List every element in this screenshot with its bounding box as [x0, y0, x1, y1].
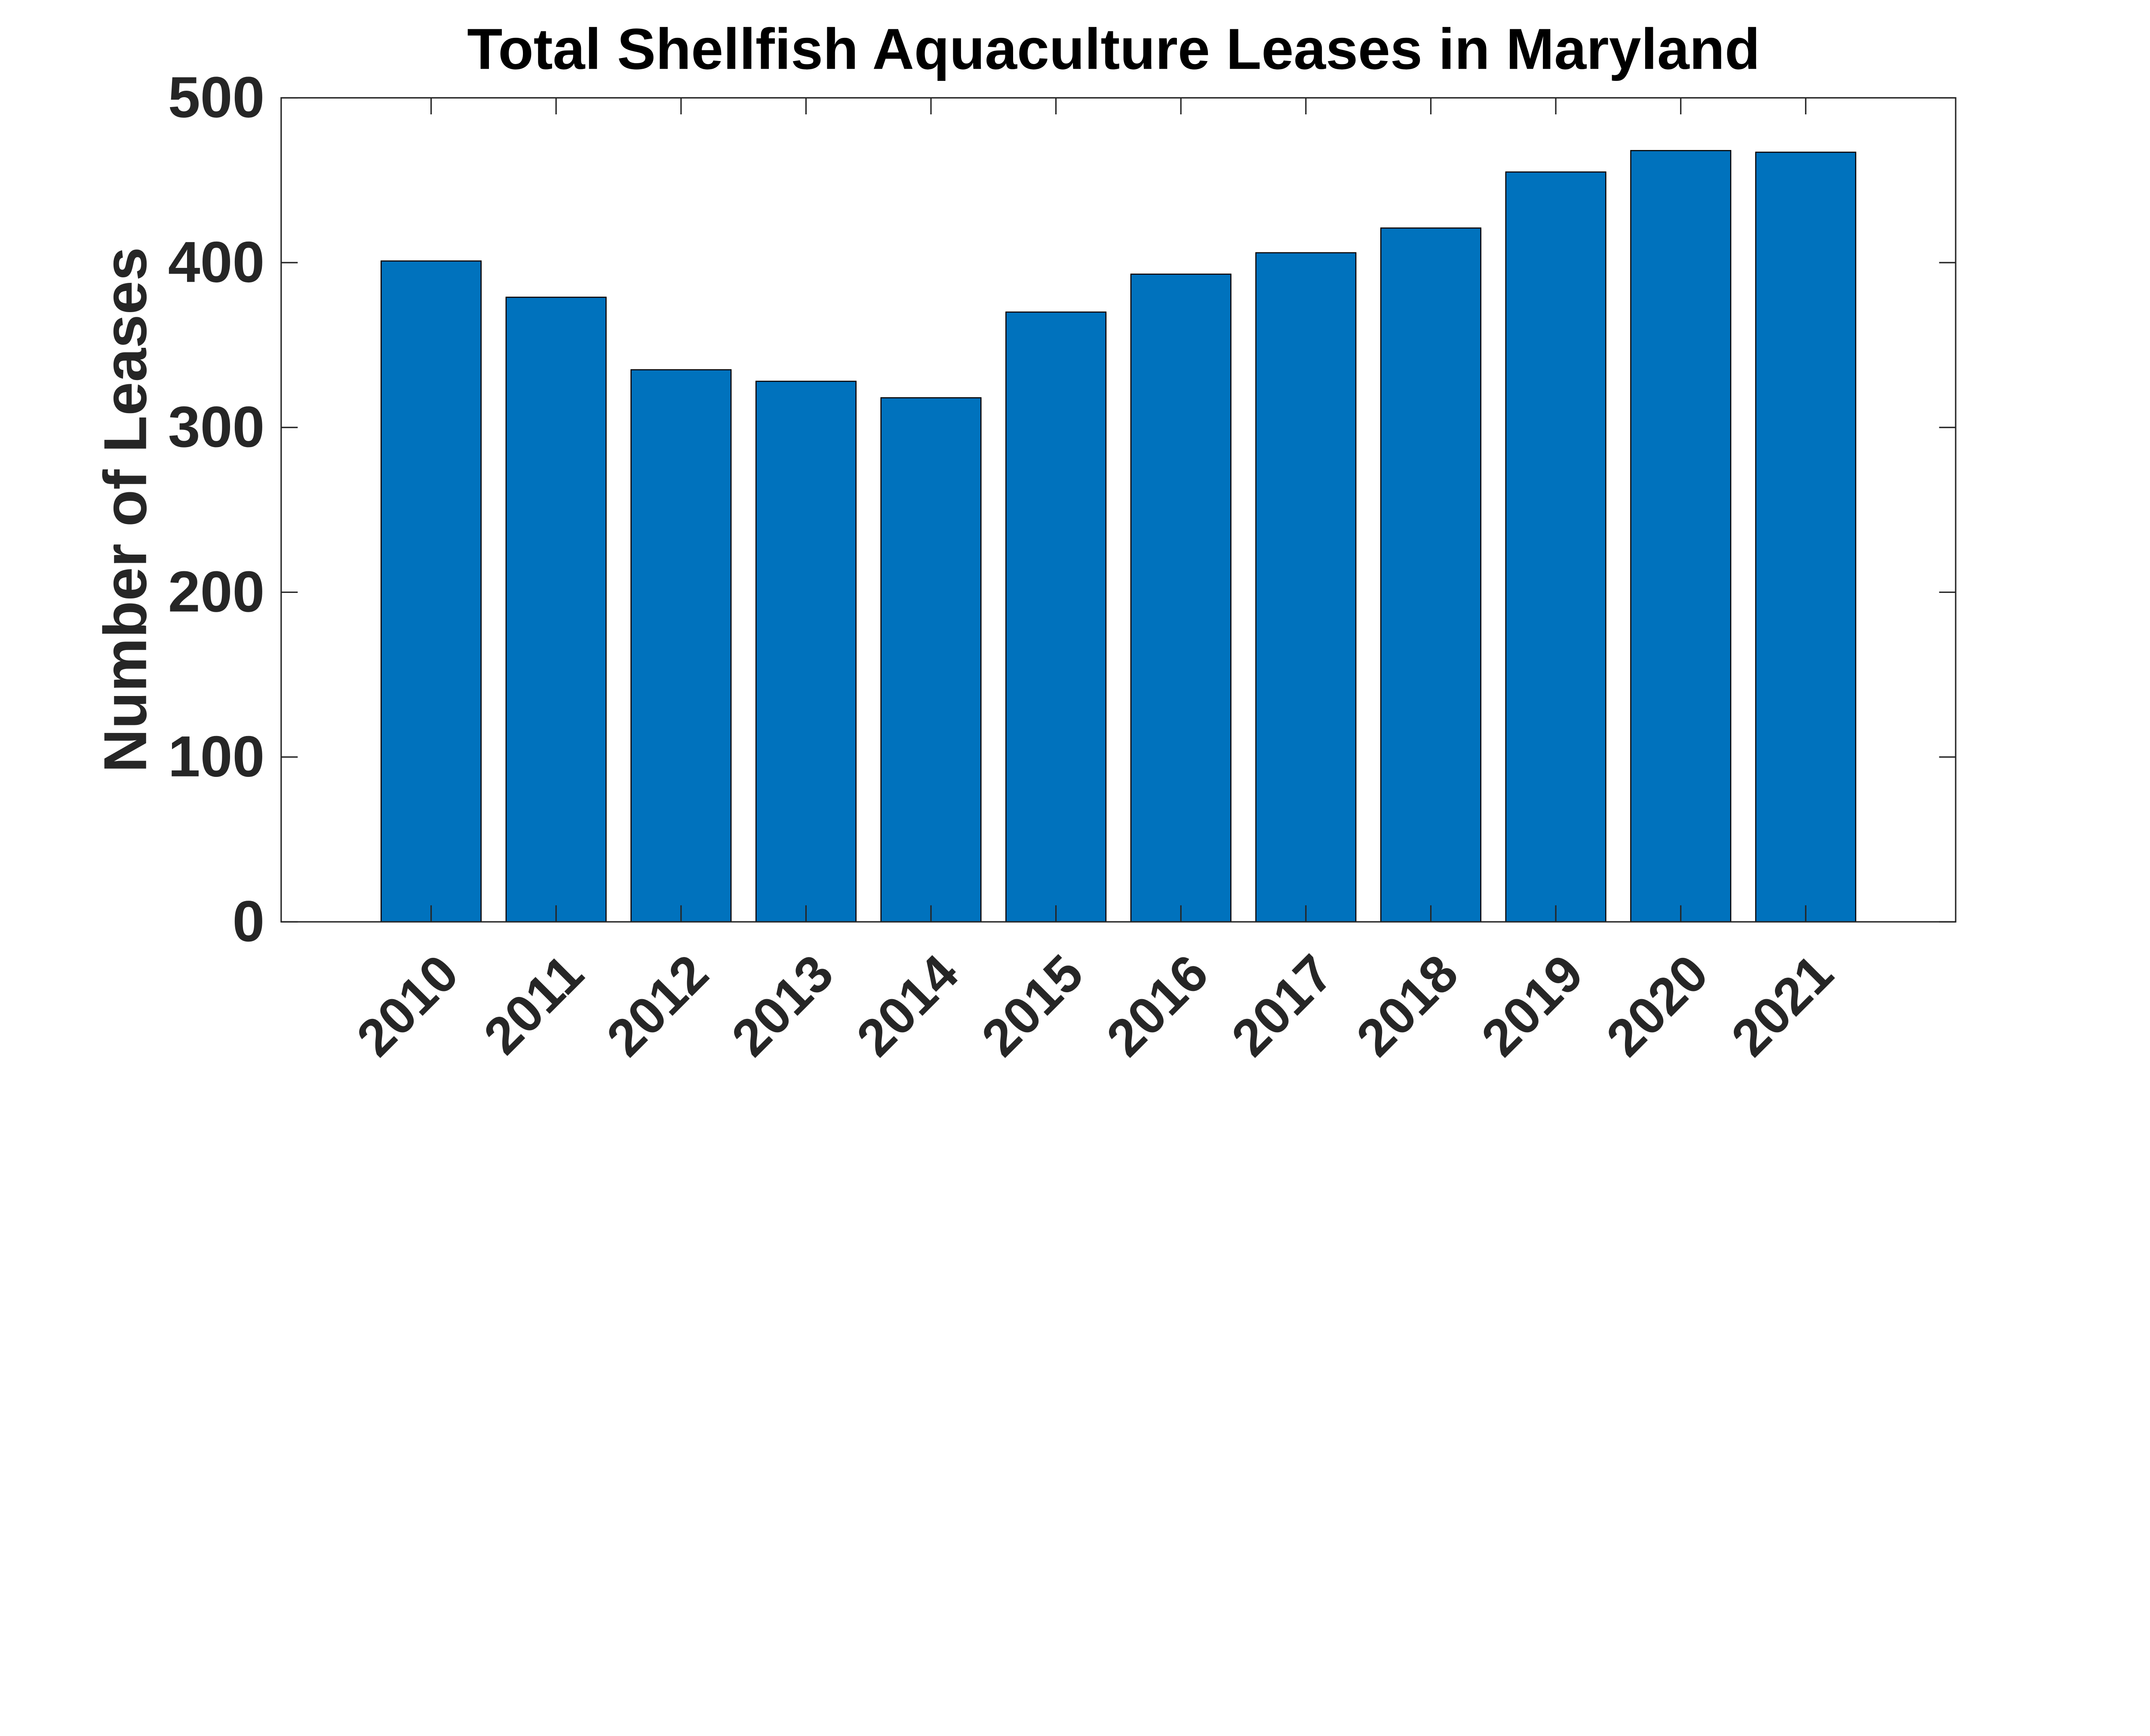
x-tick-label: 2021	[1720, 944, 1844, 1067]
y-tick-label: 500	[168, 64, 265, 129]
y-tick-label: 400	[168, 230, 265, 294]
bar-2011	[505, 297, 607, 923]
x-tick-label: 2011	[473, 944, 594, 1065]
bar-2017	[1255, 252, 1357, 923]
x-tick-label: 2013	[721, 944, 845, 1067]
y-axis-label: Number of Leases	[91, 247, 159, 773]
bar-2021	[1755, 151, 1856, 923]
y-tick-label: 0	[233, 889, 265, 954]
x-tick-label: 2015	[971, 944, 1094, 1067]
bar-2015	[1005, 311, 1107, 923]
x-tick-label: 2020	[1595, 944, 1719, 1067]
x-tick-label: 2012	[596, 944, 719, 1067]
bar-chart: Total Shellfish Aquaculture Leases in Ma…	[91, 16, 1956, 1067]
y-tick-label: 100	[168, 724, 265, 789]
bar-2013	[755, 380, 857, 923]
x-tick-label: 2017	[1220, 944, 1344, 1067]
bar-2019	[1505, 171, 1606, 923]
bar-2020	[1630, 150, 1732, 923]
y-tick-label: 200	[168, 559, 265, 624]
bar-2014	[880, 397, 982, 923]
chart-title: Total Shellfish Aquaculture Leases in Ma…	[467, 16, 1760, 81]
y-tick-label: 300	[168, 394, 265, 459]
bar-2010	[381, 260, 482, 923]
bar-2016	[1130, 273, 1232, 923]
x-tick-label: 2019	[1470, 944, 1594, 1067]
x-tick-label: 2018	[1345, 944, 1469, 1067]
bar-2018	[1380, 227, 1482, 923]
bars-group	[381, 150, 1856, 923]
plot-area-frame	[280, 97, 1956, 923]
x-tick-label: 2010	[346, 944, 470, 1067]
bar-2012	[630, 369, 732, 923]
x-tick-label: 2016	[1095, 944, 1219, 1067]
x-tick-label: 2014	[845, 943, 969, 1067]
